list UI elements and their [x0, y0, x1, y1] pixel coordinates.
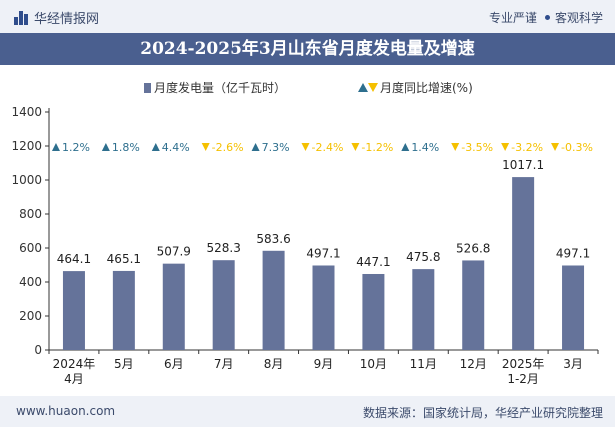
- x-tick-label: 9月: [314, 357, 334, 371]
- bar: [262, 250, 285, 350]
- bar-value-label: 475.8: [406, 250, 440, 264]
- bar: [412, 269, 435, 350]
- growth-up-triangle-icon: [151, 143, 160, 151]
- bar: [562, 265, 585, 350]
- footer-url: www.huaon.com: [16, 404, 116, 418]
- chart: 月度发电量（亿千瓦时） 月度同比增速(%) 0 200 400 600 800 1000 120…: [11, 80, 599, 386]
- bar: [462, 260, 485, 350]
- legend-swatch-bar: [144, 83, 151, 93]
- bar: [62, 271, 85, 350]
- y-tick-label: 0: [34, 343, 42, 357]
- growth-down-triangle-icon: [501, 143, 510, 151]
- footer-source: 数据来源：国家统计局，华经产业研究院整理: [362, 406, 603, 420]
- tagline: 专业严谨 客观科学: [489, 9, 603, 26]
- y-tick-label: 600: [19, 241, 42, 255]
- y-tick-label: 800: [19, 207, 42, 221]
- bar: [312, 265, 335, 350]
- growth-label: 7.3%: [262, 141, 290, 154]
- bar: [162, 263, 185, 350]
- growth-label: 4.4%: [162, 141, 190, 154]
- x-tick-label: 8月: [264, 357, 284, 371]
- bar-value-label: 464.1: [57, 252, 91, 266]
- legend-label-bar: 月度发电量（亿千瓦时）: [154, 80, 286, 95]
- x-tick-label: 5月: [114, 357, 134, 371]
- bar-value-label: 497.1: [556, 246, 590, 260]
- y-tick-label: 1000: [11, 173, 42, 187]
- growth-up-triangle-icon: [401, 143, 410, 151]
- growth-up-triangle-icon: [51, 143, 60, 151]
- bar: [212, 260, 235, 350]
- legend-down-triangle-icon: [368, 83, 378, 92]
- top-bar: 华经情报网 专业严谨 客观科学: [0, 0, 615, 33]
- growth-up-triangle-icon: [101, 143, 110, 151]
- growth-up-triangle-icon: [251, 143, 260, 151]
- x-tick-label: 7月: [214, 357, 234, 371]
- x-tick-label: 2025年 1-2月: [502, 357, 545, 386]
- y-tick-label: 200: [19, 309, 42, 323]
- x-tick-label: 12月: [460, 357, 487, 371]
- x-tick-label: 11月: [410, 357, 437, 371]
- brand-name: 华经情报网: [34, 12, 100, 27]
- growth-label: 1.4%: [411, 141, 439, 154]
- bar-value-label: 1017.1: [502, 158, 544, 172]
- growth-label: -3.2%: [511, 141, 543, 154]
- footer: www.huaon.com 数据来源：国家统计局，华经产业研究院整理: [0, 396, 615, 427]
- x-tick-label: 6月: [164, 357, 184, 371]
- x-tick-label: 3月: [563, 357, 583, 371]
- bar-value-label: 528.3: [207, 241, 241, 255]
- growth-down-triangle-icon: [301, 143, 310, 151]
- chart-title: 2024-2025年3月山东省月度发电量及增速: [0, 33, 615, 65]
- x-tick-label: 2024年 4月: [53, 357, 96, 386]
- legend-label-growth: 月度同比增速(%): [380, 80, 473, 95]
- bar: [362, 273, 385, 350]
- bar: [512, 177, 535, 350]
- y-tick-label: 1200: [11, 139, 42, 153]
- bar-value-label: 497.1: [306, 246, 340, 260]
- dot-icon: [544, 15, 550, 20]
- tagline-1: 专业严谨: [488, 11, 537, 25]
- y-tick-label: 400: [19, 275, 42, 289]
- tagline-2: 客观科学: [554, 11, 603, 25]
- growth-down-triangle-icon: [551, 143, 560, 151]
- growth-label: -2.4%: [312, 141, 344, 154]
- growth-label: -0.3%: [561, 141, 593, 154]
- growth-down-triangle-icon: [451, 143, 460, 151]
- growth-label: 1.8%: [112, 141, 140, 154]
- growth-label: -3.5%: [461, 141, 493, 154]
- x-tick-label: 10月: [360, 357, 387, 371]
- bar-value-label: 526.8: [456, 241, 490, 255]
- growth-label: -2.6%: [212, 141, 244, 154]
- growth-label: -1.2%: [361, 141, 393, 154]
- bar-value-label: 465.1: [107, 252, 141, 266]
- bar: [112, 270, 135, 350]
- bar-logo-icon: [14, 10, 28, 25]
- bar-value-label: 583.6: [256, 232, 290, 246]
- y-tick-label: 1400: [11, 105, 42, 119]
- brand-logo: 华经情报网: [14, 8, 99, 27]
- growth-down-triangle-icon: [201, 143, 210, 151]
- legend-up-triangle-icon: [358, 83, 368, 92]
- growth-down-triangle-icon: [351, 143, 360, 151]
- bar-value-label: 507.9: [157, 245, 191, 259]
- bar-value-label: 447.1: [356, 255, 390, 269]
- growth-label: 1.2%: [62, 141, 90, 154]
